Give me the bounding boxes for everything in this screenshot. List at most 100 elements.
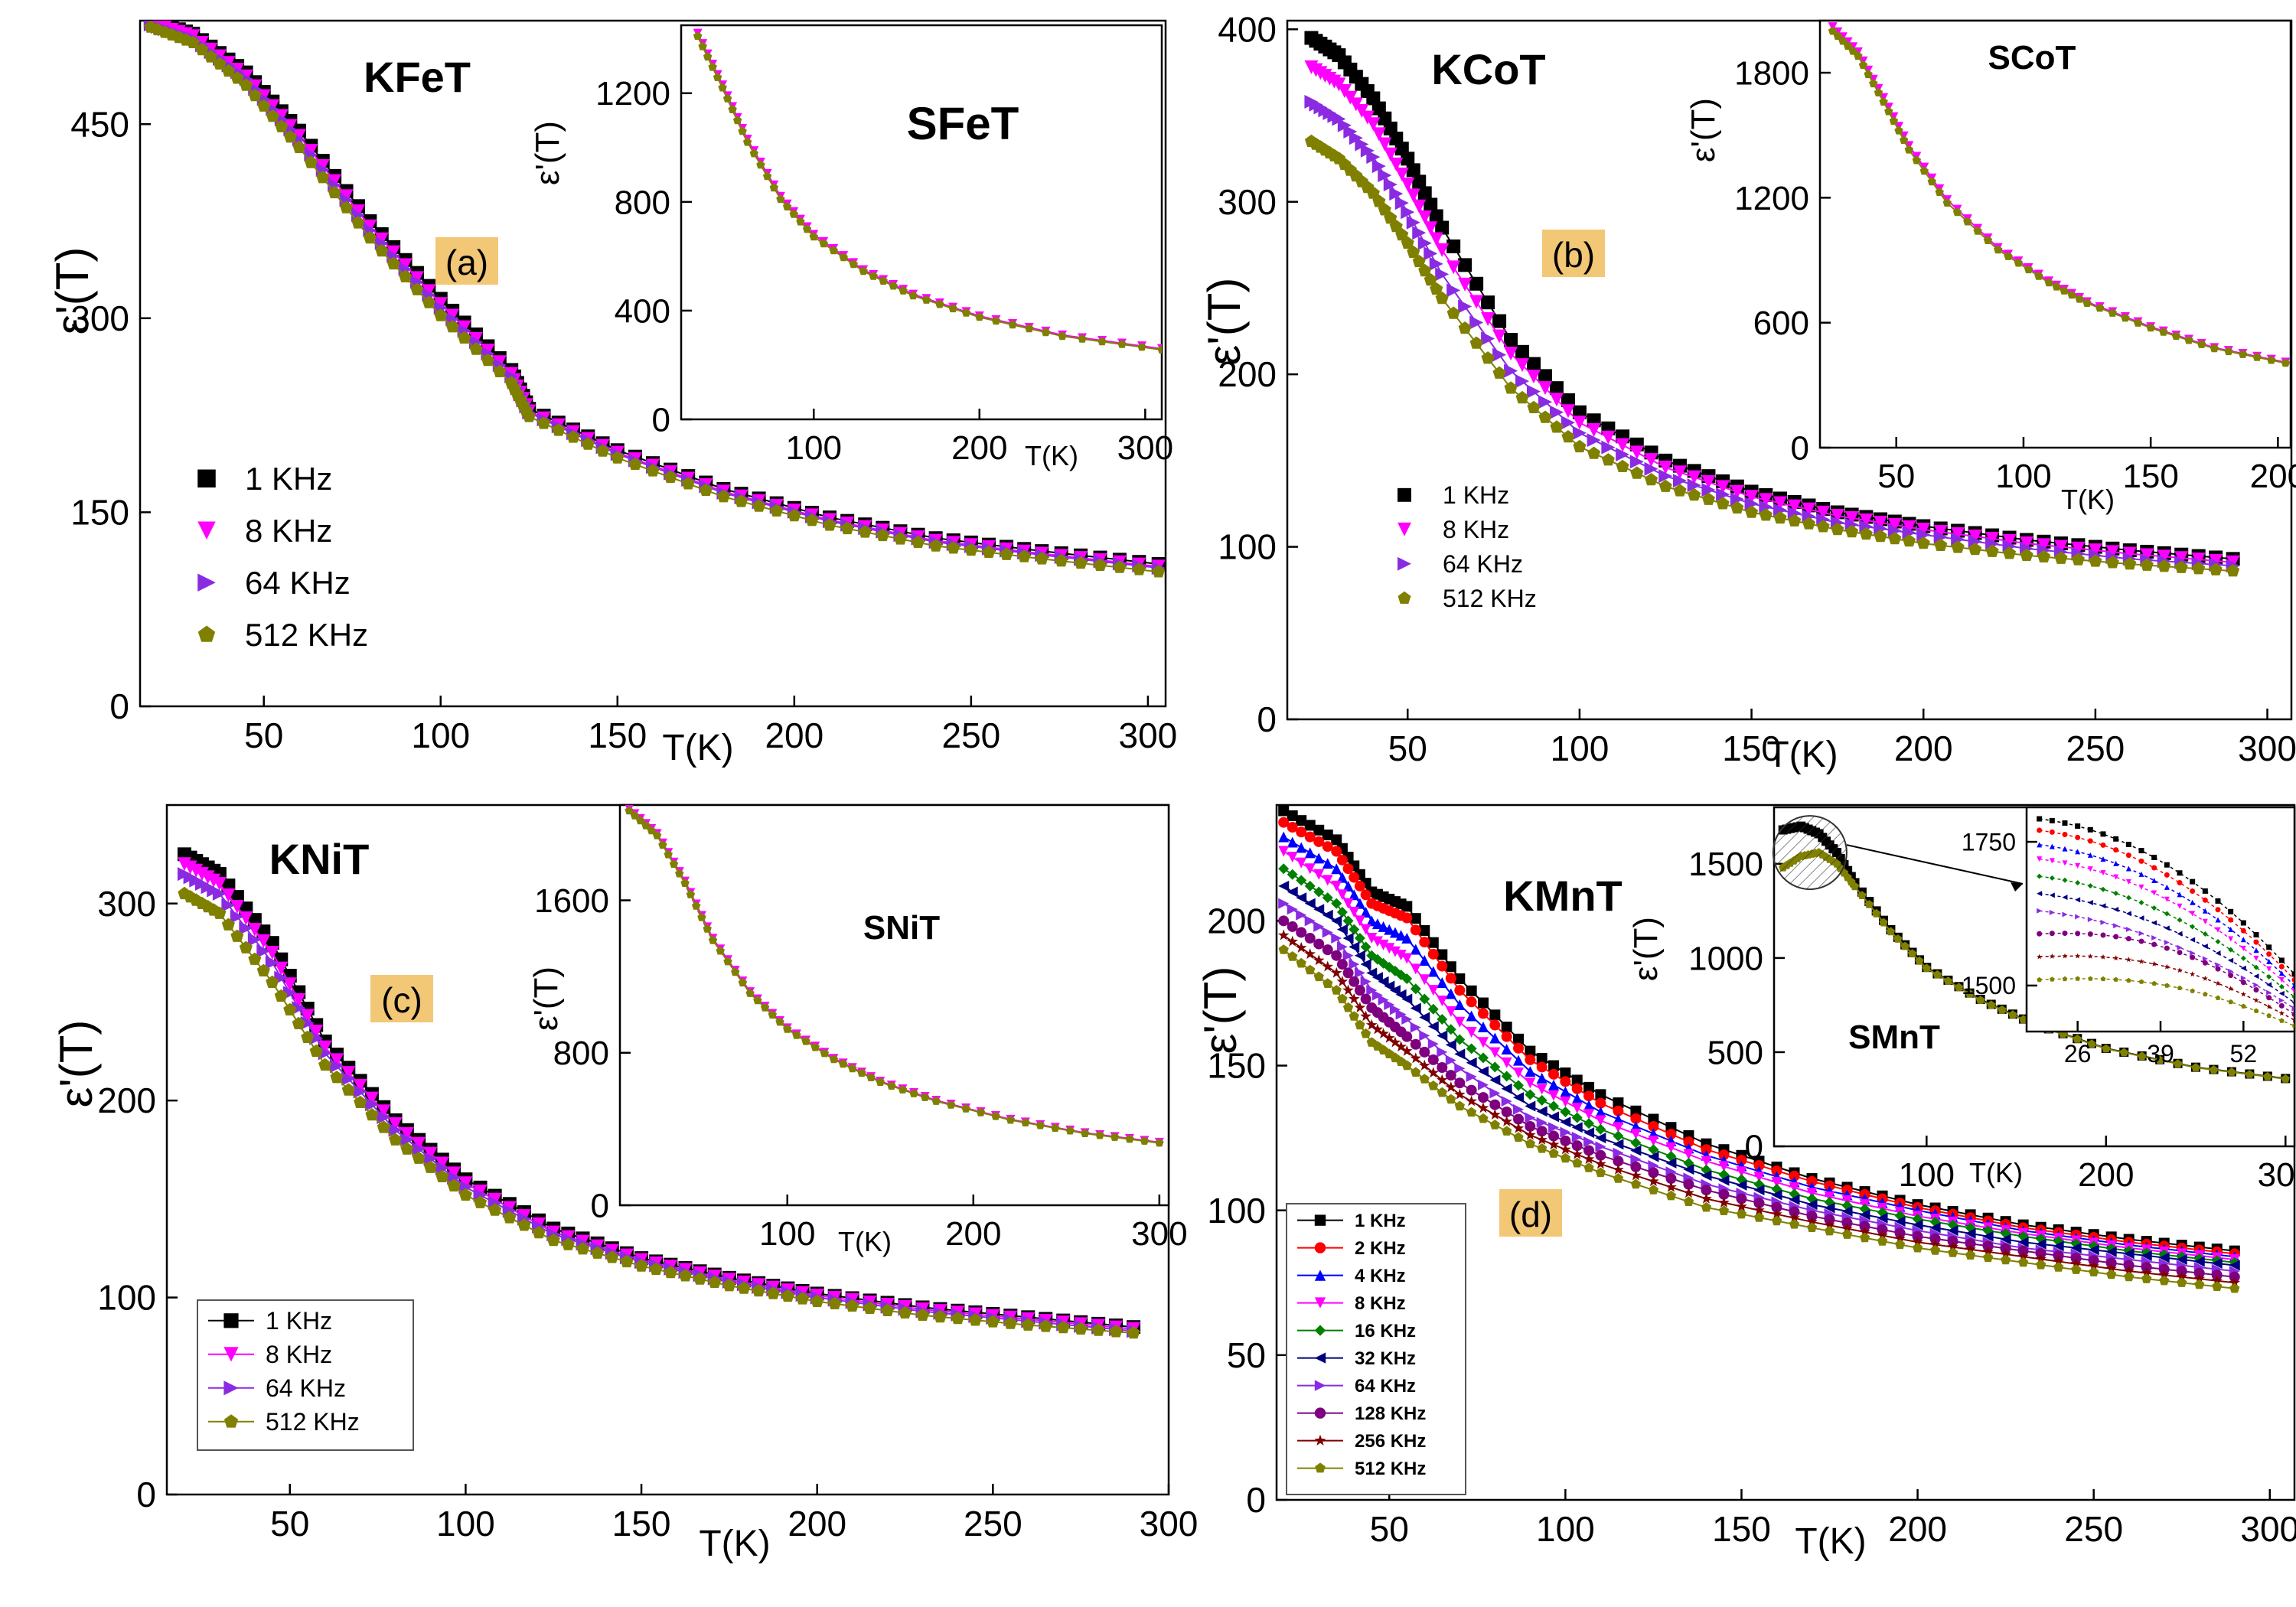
data-point [1730,500,1744,514]
legend-label: 512 KHz [266,1408,360,1436]
data-point [1406,215,1420,230]
data-point [1886,927,1896,936]
panel-b-x-tick-label: 150 [1722,729,1781,768]
data-point [1504,381,1518,394]
data-point [445,308,460,323]
data-point [1929,1238,1941,1250]
data-point [1117,340,1127,348]
data-point [1058,331,1067,341]
data-point [828,1296,842,1309]
data-point [2037,538,2051,553]
data-point [1278,846,1290,857]
data-point [1127,1325,1140,1339]
data-point [1630,1161,1642,1172]
zoom-data-point [2037,856,2043,862]
panel-c-panel-label-bg [370,975,433,1022]
zoom-data-point [2202,944,2208,950]
data-point [1648,1185,1659,1195]
data-point [876,1077,885,1086]
data-point [634,1259,648,1272]
data-point [1342,863,1354,875]
data-point [1389,1004,1401,1015]
data-point [301,1030,315,1043]
data-point [1354,933,1365,944]
data-point [292,129,306,143]
data-point [1629,455,1644,469]
data-point [1900,135,1909,145]
data-point [1688,487,1701,501]
data-point [1788,513,1802,526]
data-point [1916,536,1930,549]
data-point [1501,1071,1512,1082]
zoom-data-point [2266,1003,2272,1009]
data-point [1501,1096,1512,1107]
data-point [1571,1140,1583,1152]
data-point [1665,1157,1677,1169]
data-point [802,224,812,233]
data-point [1336,924,1348,935]
legend-marker [1397,522,1411,536]
legend-label: 16 KHz [1355,1321,1416,1341]
legend-marker [223,1380,239,1396]
data-point [680,878,690,887]
data-point [2226,564,2240,577]
zoom-data-point [2190,888,2196,894]
zoom-data-point [2240,980,2246,986]
data-point [605,1250,619,1263]
data-point [664,1266,677,1279]
data-point [1595,1167,1606,1178]
data-point [1701,1185,1712,1196]
data-point [1371,936,1383,947]
data-point [796,1292,810,1305]
data-point [947,541,960,554]
zoom-data-point [2164,945,2170,951]
data-point [239,921,253,935]
zoom-data-point [2228,927,2234,933]
panel-a-inset: 100 200 300 0 400 800 1200 SFeT T(K) ε'(T) [529,24,1173,471]
zoom-data-point [2278,1002,2285,1009]
data-point [256,963,270,976]
data-point [1469,295,1484,309]
data-point [1437,1046,1448,1058]
data-point [1513,1054,1525,1066]
data-point [698,41,707,51]
data-point [1140,1136,1150,1145]
panel-b-y-tick-label: 400 [1218,9,1277,49]
data-point [1504,363,1518,378]
zoom-data-point [2228,957,2234,963]
data-point [1125,1134,1134,1143]
legend-label: 64 KHz [1443,550,1523,578]
data-point [1366,117,1381,132]
zoom-data-point [2075,880,2081,886]
data-point [1515,344,1530,359]
zoom-data-point [2062,895,2068,901]
data-point [752,1284,765,1297]
zoom-data-point [2228,986,2234,992]
data-point [1304,847,1316,859]
zoom-data-point [2215,938,2221,944]
data-point [1513,1113,1525,1125]
data-point [2003,546,2017,559]
data-point [1802,502,1816,517]
data-point [2001,1254,2011,1265]
zoom-data-point [2240,955,2246,961]
data-point [1887,518,1902,533]
data-point [1366,150,1381,165]
data-point [1065,1126,1075,1135]
data-point [820,1048,830,1058]
data-point [1771,1201,1782,1213]
data-point [1492,347,1507,362]
zoom-data-point [2241,1003,2246,1009]
data-point [1900,941,1910,950]
data-point [1401,1013,1413,1025]
data-point [2036,1259,2047,1270]
data-point [1446,283,1461,298]
data-point [1039,1319,1052,1332]
data-point [2000,1234,2011,1245]
legend-label: 64 KHz [245,565,351,601]
panel-b-legend: 1 KHz 8 KHz 64 KHz 512 KHz [1397,481,1537,612]
data-point [1745,505,1759,518]
data-point [1525,1129,1536,1140]
zoom-data-point [2202,960,2208,966]
data-point [1572,1157,1583,1168]
